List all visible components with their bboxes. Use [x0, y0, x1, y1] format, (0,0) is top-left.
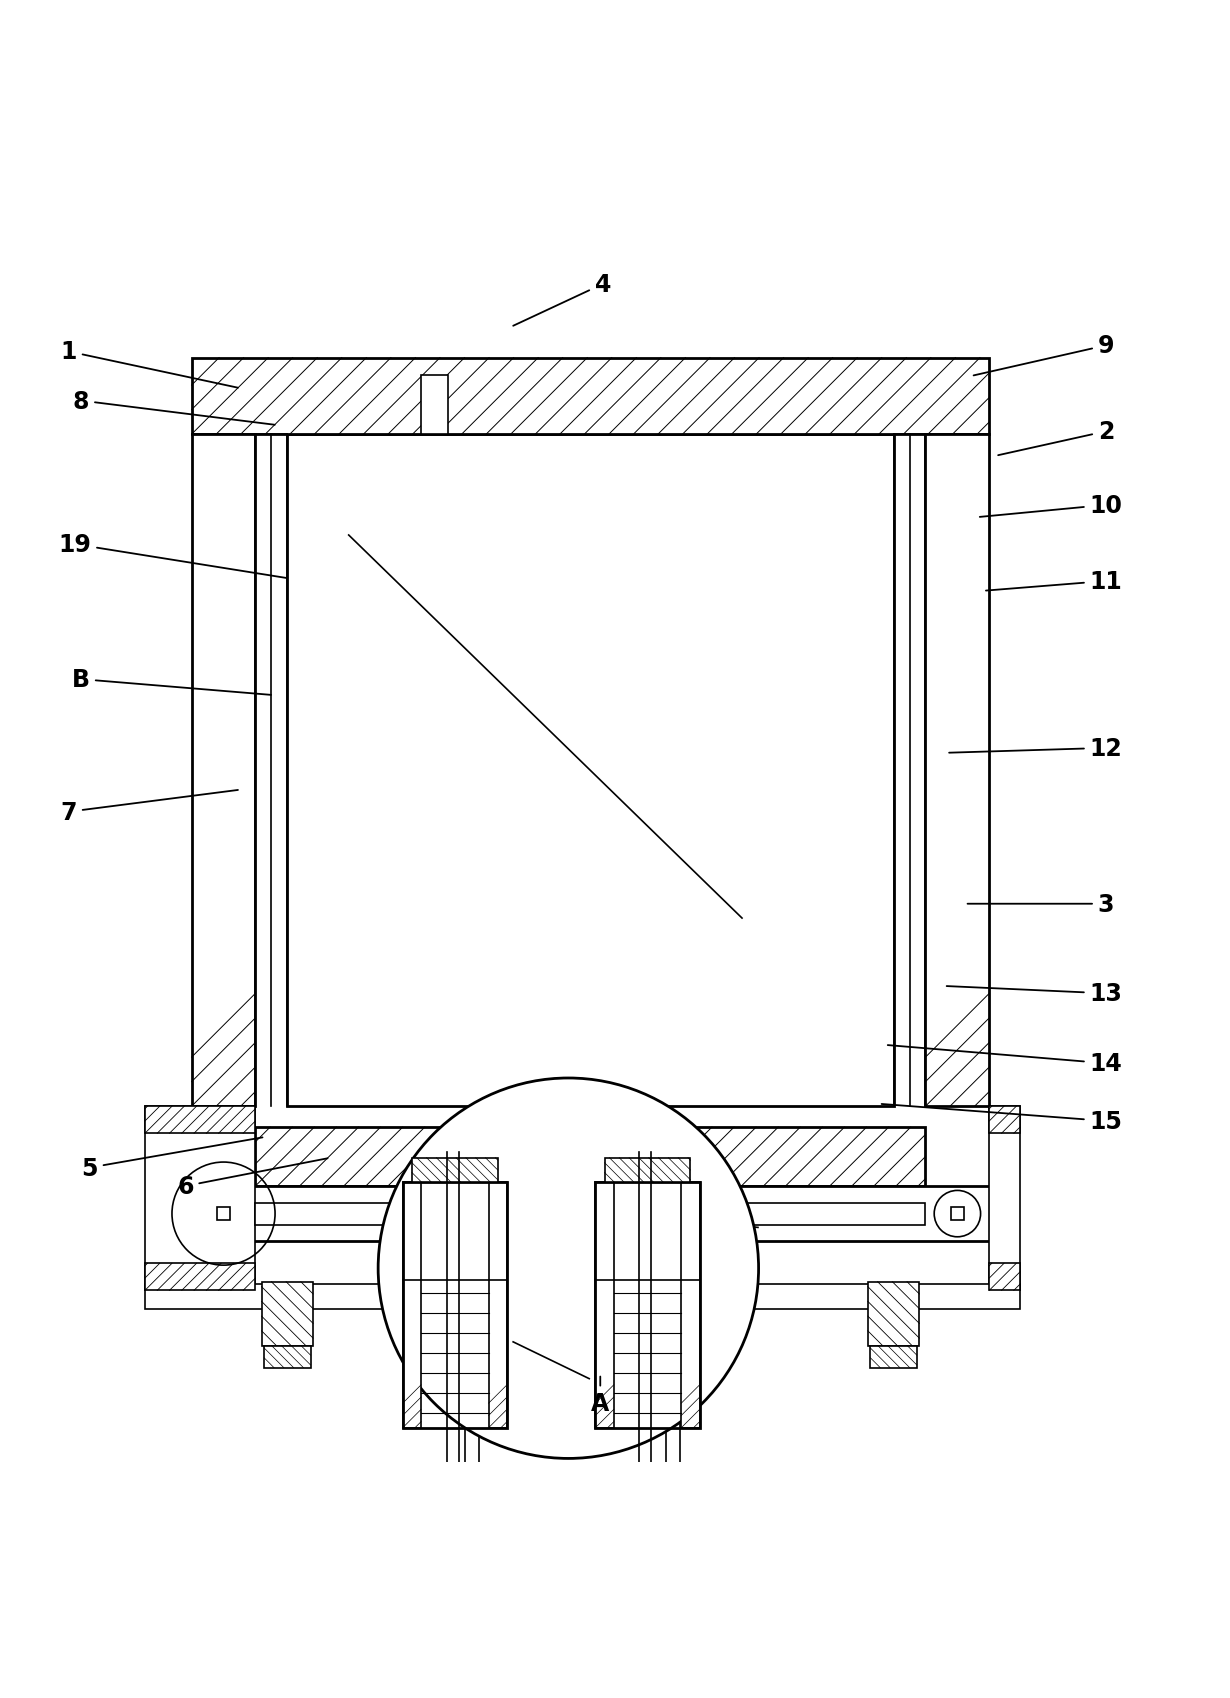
Bar: [192, 358, 989, 435]
Bar: [145, 1263, 256, 1290]
Text: 19: 19: [59, 533, 287, 579]
Bar: [412, 1158, 498, 1182]
Text: 5: 5: [81, 1138, 262, 1180]
Bar: [264, 1347, 310, 1369]
Bar: [653, 1280, 688, 1314]
Bar: [595, 1182, 614, 1428]
Text: 10: 10: [980, 494, 1122, 518]
Bar: [595, 1182, 700, 1428]
Bar: [288, 435, 893, 1107]
Bar: [402, 1182, 421, 1428]
Bar: [681, 1182, 700, 1428]
Circle shape: [378, 1078, 759, 1459]
Text: 9: 9: [974, 335, 1114, 377]
Bar: [145, 1284, 1020, 1309]
Text: 3: 3: [968, 891, 1114, 917]
Bar: [453, 1280, 487, 1314]
Text: 11: 11: [986, 569, 1122, 594]
Text: 13: 13: [947, 981, 1122, 1005]
Text: 2: 2: [999, 419, 1114, 457]
Bar: [657, 1260, 685, 1280]
Bar: [402, 1182, 507, 1428]
Bar: [925, 435, 989, 1107]
Bar: [868, 1282, 919, 1347]
Text: 12: 12: [950, 737, 1122, 761]
Bar: [170, 1187, 1011, 1241]
Text: 4: 4: [513, 273, 611, 326]
Text: 1: 1: [60, 340, 237, 389]
Bar: [488, 1182, 507, 1428]
Bar: [192, 435, 256, 1107]
Bar: [605, 1158, 690, 1182]
Bar: [262, 1282, 314, 1347]
Bar: [951, 1207, 963, 1221]
Bar: [989, 1107, 1020, 1134]
Bar: [421, 375, 448, 435]
Text: 6: 6: [177, 1158, 327, 1199]
Bar: [145, 1107, 256, 1134]
Bar: [989, 1107, 1020, 1290]
Text: 7: 7: [60, 791, 237, 824]
Bar: [989, 1263, 1020, 1290]
Bar: [256, 1202, 925, 1224]
Bar: [456, 1260, 483, 1280]
Text: 15: 15: [882, 1104, 1122, 1133]
Bar: [145, 1107, 256, 1290]
Bar: [256, 1127, 925, 1187]
Text: B: B: [73, 667, 271, 696]
Text: 14: 14: [888, 1046, 1122, 1075]
Text: 8: 8: [73, 389, 274, 426]
Text: A: A: [592, 1377, 609, 1416]
Bar: [218, 1207, 230, 1221]
Bar: [871, 1347, 916, 1369]
